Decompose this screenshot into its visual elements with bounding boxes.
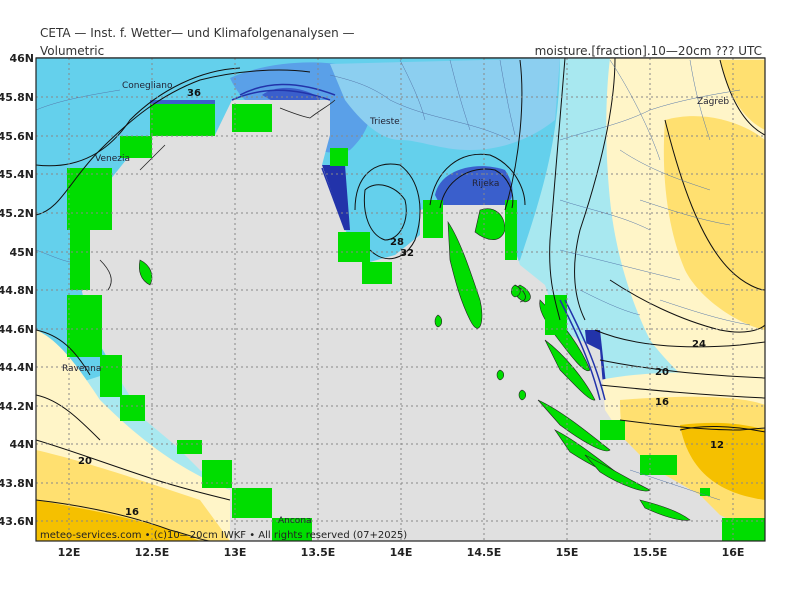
- lon-tick-label: 12E: [58, 546, 81, 559]
- lat-tick-label: 44N: [9, 438, 34, 451]
- city-label: Ravenna: [62, 364, 101, 374]
- contour-label: 20: [78, 456, 92, 467]
- moisture-zone-wet-slovenia: [330, 58, 560, 150]
- city-label: Trieste: [369, 117, 400, 127]
- contour-label: 24: [692, 339, 706, 350]
- adriatic-sea: [75, 100, 765, 541]
- lon-tick-label: 14E: [390, 546, 413, 559]
- border-lines: [36, 59, 751, 501]
- lat-tick-label: 44.6N: [0, 323, 34, 336]
- lat-tick-label: 46N: [9, 52, 34, 65]
- lon-tick-label: 14.5E: [467, 546, 502, 559]
- lat-tick-label: 45N: [9, 246, 34, 259]
- map-title: CETA — Inst. f. Wetter— und Klimafolgena…: [40, 26, 355, 40]
- graticule: [36, 58, 765, 541]
- contour-label: 12: [710, 440, 724, 451]
- lon-tick-label: 13E: [224, 546, 247, 559]
- city-label: Conegliano: [122, 81, 173, 91]
- contour-label: 36: [187, 88, 201, 99]
- island-korcula: [639, 499, 691, 521]
- island-small-4: [518, 389, 527, 401]
- lat-tick-label: 45.2N: [0, 207, 34, 220]
- map-frame: [35, 57, 766, 542]
- lat-tick-label: 43.6N: [0, 515, 34, 528]
- lon-tick-label: 16E: [722, 546, 745, 559]
- city-label: Zagreb: [697, 97, 729, 107]
- lat-tick-label: 44.8N: [0, 284, 34, 297]
- island-small-3: [510, 284, 521, 298]
- moisture-zone-dry-northeast: [720, 60, 765, 130]
- longitude-axis: 12E 12.5E 13E 13.5E 14E 14.5E 15E 15.5E …: [58, 546, 745, 559]
- island-kornati: [537, 399, 611, 452]
- map-field: 36 28 32 24 20 16 12 20 16 Conegliano Ve…: [36, 58, 765, 541]
- lat-tick-label: 45.4N: [0, 168, 34, 181]
- lon-tick-label: 13.5E: [301, 546, 336, 559]
- moisture-zone-dry-east: [663, 116, 765, 330]
- variable-name: Volumetric: [40, 44, 105, 58]
- lat-tick-label: 43.8N: [0, 477, 34, 490]
- island-small-1: [496, 369, 505, 381]
- island-dugi-otok: [544, 339, 596, 401]
- contour-label: 32: [400, 248, 414, 259]
- city-label: Rijeka: [472, 179, 499, 189]
- contour-label: 28: [390, 237, 404, 248]
- contour-label: 20: [655, 367, 669, 378]
- moisture-zone-very-dry-southeast: [680, 422, 765, 500]
- latitude-axis: 46N 45.8N 45.6N 45.4N 45.2N 45N 44.8N 44…: [0, 52, 34, 528]
- lat-tick-label: 45.8N: [0, 91, 34, 104]
- variable-units: moisture.[fraction].10—20cm ??? UTC: [534, 44, 762, 58]
- city-label: Venezia: [95, 154, 130, 164]
- lon-tick-label: 15.5E: [633, 546, 668, 559]
- lon-tick-label: 15E: [556, 546, 579, 559]
- contour-label: 16: [125, 507, 139, 518]
- moisture-zone-very-wet-rijeka: [435, 166, 513, 205]
- island-cres: [447, 220, 483, 329]
- lon-tick-label: 12.5E: [135, 546, 170, 559]
- lat-tick-label: 44.4N: [0, 361, 34, 374]
- island-krk: [474, 208, 506, 240]
- island-small-2: [434, 314, 443, 328]
- city-label: Ancona: [278, 516, 312, 526]
- lat-tick-label: 44.2N: [0, 400, 34, 413]
- copyright-text: meteo-services.com • (c)10—20cm IWKF • A…: [40, 530, 407, 541]
- contour-label: 16: [655, 397, 669, 408]
- wet-contour-bands: [231, 83, 606, 401]
- lat-tick-label: 45.6N: [0, 130, 34, 143]
